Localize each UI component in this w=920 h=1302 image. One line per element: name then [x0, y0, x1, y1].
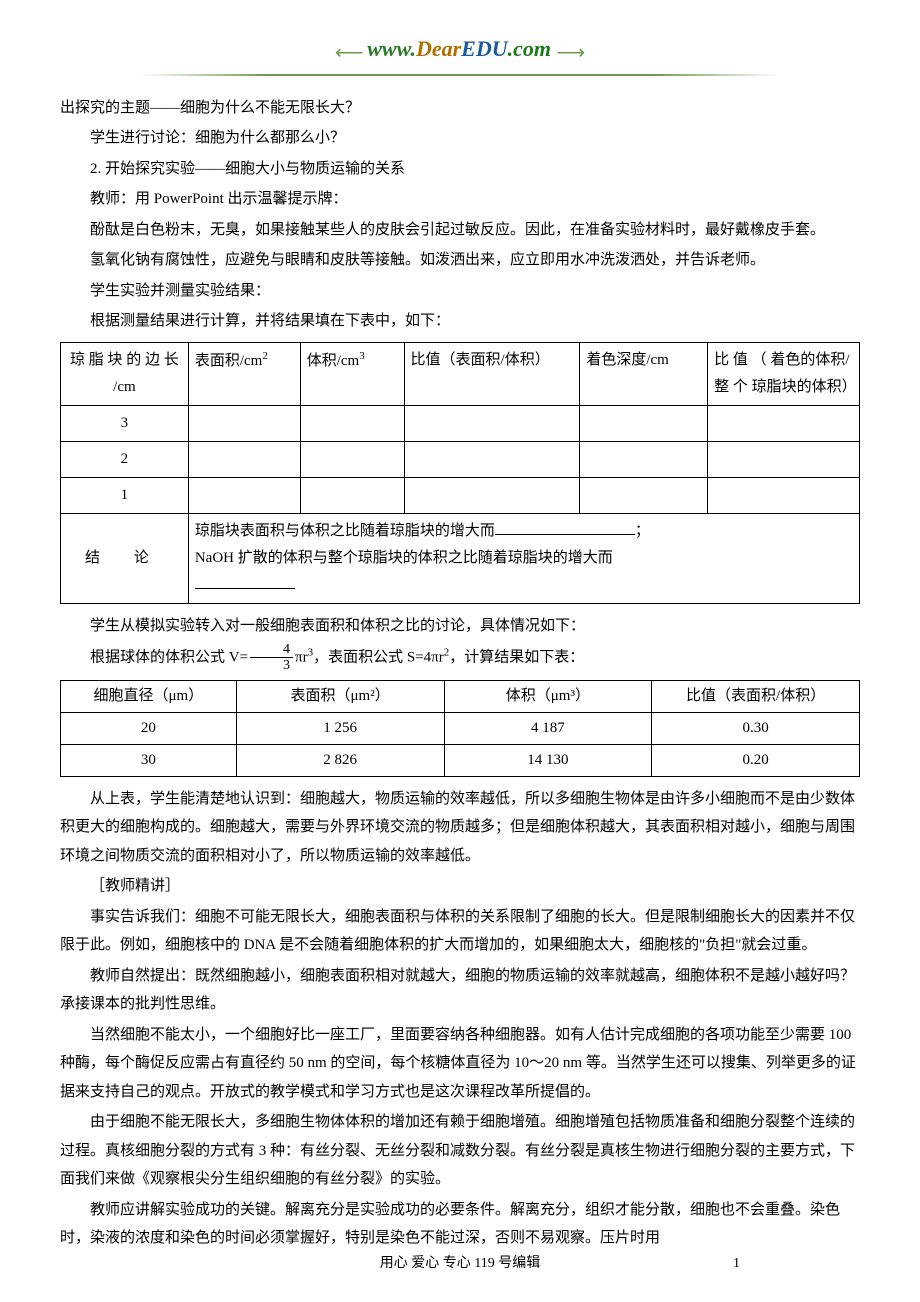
cell-empty — [580, 441, 708, 477]
cell-empty — [188, 441, 300, 477]
cell: 4 187 — [444, 712, 652, 744]
cell: 1 256 — [236, 712, 444, 744]
cell: 0.30 — [652, 712, 860, 744]
blank-line-2 — [195, 574, 295, 589]
cell-empty — [300, 441, 404, 477]
table-row: 3 — [61, 405, 860, 441]
url-part-com: .com — [508, 36, 551, 61]
th-surface: 表面积（μm²） — [236, 680, 444, 712]
url-part-www: www. — [367, 36, 416, 61]
para-teacher-ppt: 教师：用 PowerPoint 出示温馨提示牌： — [60, 185, 860, 214]
cell-empty — [300, 477, 404, 513]
th-colorratio: 比 值 （ 着色的体积/ 整 个 琼脂块的体积） — [708, 342, 860, 405]
table-row: 30 2 826 14 130 0.20 — [61, 744, 860, 776]
th-edge-a: 琼 脂 块 的 边 长 — [70, 352, 179, 368]
th-diameter: 细胞直径（μm） — [61, 680, 237, 712]
para-naoh: 氢氧化钠有腐蚀性，应避免与眼睛和皮肤等接触。如泼洒出来，应立即用水冲洗泼洒处，并… — [60, 246, 860, 275]
para-mitosis: 由于细胞不能无限长大，多细胞生物体体积的增加还有赖于细胞增殖。细胞增殖包括物质准… — [60, 1108, 860, 1194]
para-formula: 根据球体的体积公式 V=43πr3，表面积公式 S=4πr2，计算结果如下表： — [60, 642, 860, 674]
frac-den: 3 — [250, 658, 293, 673]
page-number: 1 — [733, 1251, 740, 1278]
th-depth: 着色深度/cm — [580, 342, 708, 405]
cell-empty — [404, 405, 580, 441]
cell-empty — [708, 405, 860, 441]
th-edge: 琼 脂 块 的 边 长 /cm — [61, 342, 189, 405]
cell-empty — [708, 441, 860, 477]
agar-table: 琼 脂 块 的 边 长 /cm 表面积/cm2 体积/cm3 比值（表面积/体积… — [60, 342, 860, 604]
formula-c: ，表面积公式 S=4πr — [313, 649, 444, 665]
table-row: 1 — [61, 477, 860, 513]
cell-empty — [404, 441, 580, 477]
para-step2: 2. 开始探究实验——细胞大小与物质运输的关系 — [60, 155, 860, 184]
th-ratio2: 比值（表面积/体积） — [652, 680, 860, 712]
arrow-left-icon: ⟵ — [335, 34, 364, 72]
cell-1: 1 — [61, 477, 189, 513]
th-volume: 体积/cm3 — [300, 342, 404, 405]
para-discussion: 学生从模拟实验转入对一般细胞表面积和体积之比的讨论，具体情况如下： — [60, 612, 860, 641]
table-row: 琼 脂 块 的 边 长 /cm 表面积/cm2 体积/cm3 比值（表面积/体积… — [61, 342, 860, 405]
url-part-d: D — [416, 36, 432, 61]
cell-size-table: 细胞直径（μm） 表面积（μm²） 体积（μm³） 比值（表面积/体积） 20 … — [60, 680, 860, 777]
th-area-text: 表面积/cm — [195, 353, 263, 369]
para-explain1: 从上表，学生能清楚地认识到：细胞越大，物质运输的效率越低，所以多细胞生物体是由许… — [60, 785, 860, 871]
cell: 2 826 — [236, 744, 444, 776]
th-vol-text: 体积/cm — [307, 353, 360, 369]
cell-empty — [580, 405, 708, 441]
th-volume2: 体积（μm³） — [444, 680, 652, 712]
para-topic: 出探究的主题——细胞为什么不能无限长大？ — [60, 94, 860, 123]
para-factory: 当然细胞不能太小，一个细胞好比一座工厂，里面要容纳各种细胞器。如有人估计完成细胞… — [60, 1021, 860, 1107]
para-discuss: 学生进行讨论：细胞为什么都那么小？ — [60, 124, 860, 153]
para-teacher-section: ［教师精讲］ — [60, 872, 860, 901]
cell-empty — [404, 477, 580, 513]
cell: 30 — [61, 744, 237, 776]
cell-empty — [708, 477, 860, 513]
cell-3: 3 — [61, 405, 189, 441]
concl-l1-end: ； — [635, 523, 650, 539]
cell-2: 2 — [61, 441, 189, 477]
cell-empty — [300, 405, 404, 441]
blank-line-1 — [495, 520, 635, 535]
header-underline — [140, 74, 780, 76]
conclusion-cell: 琼脂块表面积与体积之比随着琼脂块的增大而 ； NaOH 扩散的体积与整个琼脂块的体… — [188, 513, 859, 603]
url-part-edu: EDU — [461, 36, 507, 61]
url-part-ear: ear — [432, 36, 461, 61]
fraction-4-3: 43 — [250, 642, 293, 674]
sup-3: 3 — [359, 350, 365, 362]
th-ratio: 比值（表面积/体积） — [404, 342, 580, 405]
footer-text: 用心 爱心 专心 119 号编辑 — [380, 1256, 540, 1271]
para-measure: 学生实验并测量实验结果： — [60, 277, 860, 306]
para-fact: 事实告诉我们：细胞不可能无限长大，细胞表面积与体积的关系限制了细胞的长大。但是限… — [60, 903, 860, 960]
cell-empty — [188, 405, 300, 441]
concl-line1: 琼脂块表面积与体积之比随着琼脂块的增大而 — [195, 523, 495, 539]
table-row: 细胞直径（μm） 表面积（μm²） 体积（μm³） 比值（表面积/体积） — [61, 680, 860, 712]
para-experiment-key: 教师应讲解实验成功的关键。解离充分是实验成功的必要条件。解离充分，组织才能分散，… — [60, 1196, 860, 1253]
table-row: 2 — [61, 441, 860, 477]
table-row: 20 1 256 4 187 0.30 — [61, 712, 860, 744]
conclusion-label: 结 论 — [61, 513, 189, 603]
para-question: 教师自然提出：既然细胞越小，细胞表面积相对就越大，细胞的物质运输的效率就越高，细… — [60, 962, 860, 1019]
para-phenolphthalein: 酚酞是白色粉末，无臭，如果接触某些人的皮肤会引起过敏反应。因此，在准备实验材料时… — [60, 216, 860, 245]
conclusion-label-text: 结 论 — [85, 550, 164, 566]
cell: 0.20 — [652, 744, 860, 776]
cell: 20 — [61, 712, 237, 744]
cell: 14 130 — [444, 744, 652, 776]
page-footer: 用心 爱心 专心 119 号编辑 1 — [0, 1251, 920, 1278]
formula-b: πr — [295, 649, 308, 665]
arrow-right-icon: ⟶ — [557, 34, 586, 72]
frac-num: 4 — [250, 642, 293, 658]
para-fill-table: 根据测量结果进行计算，并将结果填在下表中，如下： — [60, 307, 860, 336]
table-row-conclusion: 结 论 琼脂块表面积与体积之比随着琼脂块的增大而 ； NaOH 扩散的体积与整个琼… — [61, 513, 860, 603]
cell-empty — [580, 477, 708, 513]
formula-a: 根据球体的体积公式 V= — [90, 649, 248, 665]
formula-d: ，计算结果如下表： — [449, 649, 584, 665]
th-edge-b: /cm — [113, 379, 136, 395]
th-area: 表面积/cm2 — [188, 342, 300, 405]
concl-line2: NaOH 扩散的体积与整个琼脂块的体积之比随着琼脂块的增大而 — [195, 550, 613, 566]
site-url: www.DearEDU.com — [367, 36, 556, 61]
site-header: ⟵ www.DearEDU.com ⟶ — [60, 28, 860, 76]
sup-2: 2 — [262, 350, 268, 362]
cell-empty — [188, 477, 300, 513]
